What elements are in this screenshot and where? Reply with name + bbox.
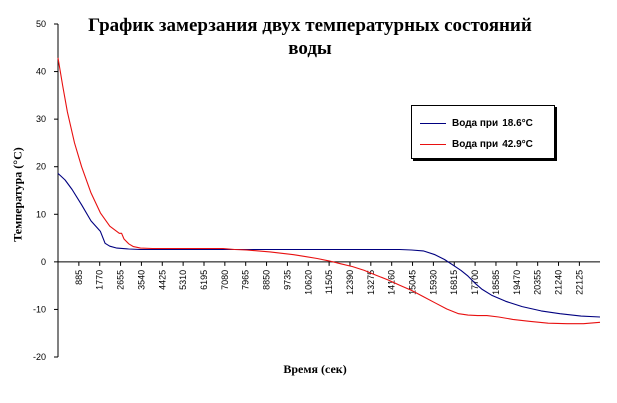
y-tick-label: 0 — [41, 257, 46, 267]
x-tick-label: 15930 — [428, 270, 438, 295]
x-tick-label: 11505 — [324, 270, 334, 294]
x-tick-label: 19470 — [512, 270, 522, 295]
legend-value-series-2: 42.9°C — [502, 138, 533, 150]
x-tick-label: 3540 — [136, 270, 146, 290]
series-line-2 — [57, 57, 601, 325]
x-tick-label: 8850 — [262, 270, 272, 290]
x-tick-label: 5310 — [178, 270, 188, 290]
x-axis-label: Время (сек) — [283, 362, 347, 376]
chart-title: График замерзания двух температурных сос… — [88, 15, 532, 59]
x-tick-label: 15045 — [408, 270, 418, 295]
legend-label-series-1: Вода при — [452, 117, 499, 129]
x-tick-label: 6195 — [199, 270, 209, 290]
legend: Вода при 18.6°C Вода при 42.9°C — [411, 105, 555, 159]
x-tick-label: 13275 — [366, 270, 376, 295]
x-tick-label: 885 — [74, 270, 84, 285]
x-tick-label: 7080 — [220, 270, 230, 290]
y-axis-label: Температура (°С) — [10, 147, 25, 242]
legend-swatch-series-1 — [420, 122, 446, 124]
x-tick-label: 18585 — [491, 270, 501, 295]
x-tick-label: 22125 — [574, 270, 584, 295]
legend-entry-series-1: Вода при 18.6°C — [420, 116, 533, 130]
x-tick-label: 1770 — [95, 270, 105, 290]
x-tick-label: 17700 — [470, 270, 480, 295]
y-tick-label: -20 — [33, 352, 46, 362]
y-tick-label: 30 — [36, 114, 46, 124]
x-tick-label: 21240 — [554, 270, 564, 295]
x-tick-label: 16815 — [449, 270, 459, 295]
y-tick-label: 10 — [36, 209, 46, 219]
legend-value-series-1: 18.6°C — [502, 117, 533, 129]
y-tick-label: 50 — [36, 19, 46, 29]
legend-entry-series-2: Вода при 42.9°C — [420, 137, 533, 151]
legend-swatch-series-2 — [420, 143, 446, 145]
series-layer — [57, 57, 601, 325]
x-tick-label: 20355 — [533, 270, 543, 295]
x-tick-label: 9735 — [282, 270, 292, 290]
y-tick-label: 40 — [36, 67, 46, 77]
x-tick-label: 10620 — [303, 270, 313, 295]
y-tick-label: -10 — [33, 304, 46, 314]
axes: -20 -10 0 10 20 30 40 50 885 1770 2655 3540 4425 5310… — [33, 19, 600, 362]
x-tick-label: 4425 — [157, 270, 167, 290]
y-tick-label: 20 — [36, 162, 46, 172]
legend-label-series-2: Вода при — [452, 138, 499, 150]
x-tick-label: 12390 — [345, 270, 355, 295]
x-tick-label: 14160 — [387, 270, 397, 295]
series-line-1 — [57, 172, 601, 318]
x-tick-label: 7965 — [241, 270, 251, 290]
x-tick-label: 2655 — [116, 270, 126, 290]
